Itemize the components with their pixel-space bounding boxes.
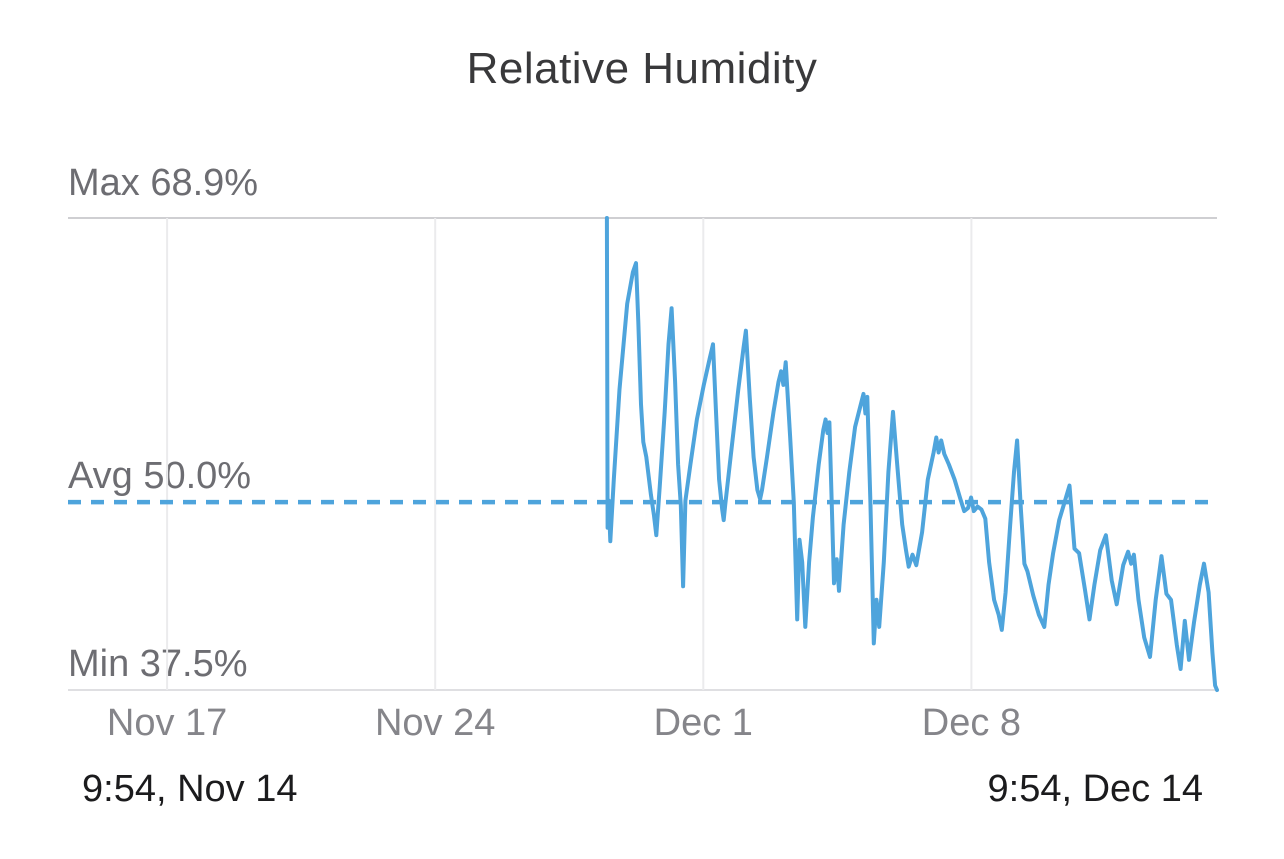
avg-stat-label: Avg 50.0%	[68, 455, 252, 497]
x-tick-label: Dec 1	[653, 702, 753, 744]
x-tick-label: Nov 24	[374, 702, 496, 744]
min-stat-label: Min 37.5%	[68, 643, 248, 685]
max-stat-label: Max 68.9%	[68, 162, 259, 204]
humidity-line	[604, 216, 1219, 692]
range-start-timestamp: 9:54, Nov 14	[82, 768, 298, 810]
chart-title: Relative Humidity	[466, 44, 818, 93]
x-tick-label: Dec 8	[921, 702, 1022, 744]
x-tick-label: Nov 17	[106, 702, 228, 744]
range-end-timestamp: 9:54, Dec 14	[987, 768, 1203, 810]
